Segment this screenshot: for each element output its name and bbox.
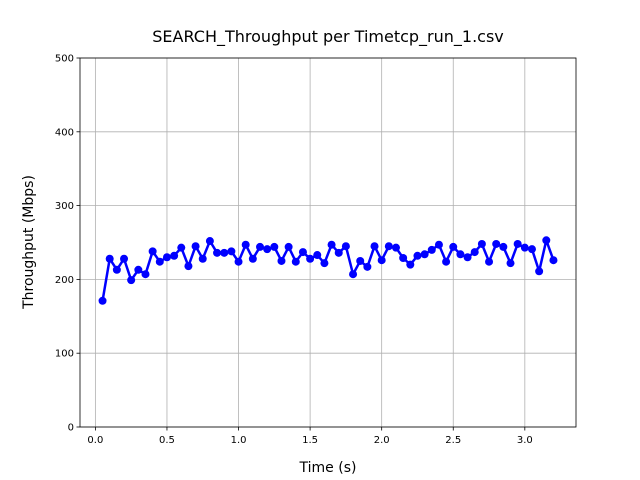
x-tick-label: 0.0 bbox=[87, 435, 103, 446]
data-point bbox=[427, 245, 436, 254]
data-point bbox=[449, 242, 458, 251]
data-point bbox=[485, 257, 494, 266]
data-point bbox=[377, 256, 386, 265]
data-point bbox=[127, 276, 136, 285]
data-line bbox=[101, 239, 555, 302]
data-point bbox=[492, 239, 501, 248]
data-point bbox=[256, 242, 265, 251]
data-point bbox=[248, 254, 257, 263]
data-point bbox=[270, 242, 279, 251]
data-point bbox=[513, 239, 522, 248]
y-tick-label: 100 bbox=[55, 349, 74, 360]
data-point bbox=[313, 251, 322, 260]
x-tick-label: 2.5 bbox=[445, 435, 461, 446]
data-point bbox=[148, 247, 157, 256]
x-tick-label: 3.0 bbox=[517, 435, 533, 446]
data-point bbox=[134, 265, 143, 274]
data-point bbox=[298, 248, 307, 257]
data-point bbox=[184, 262, 193, 271]
plot-frame bbox=[79, 57, 577, 428]
data-point bbox=[542, 236, 551, 245]
x-tick-label: 1.0 bbox=[231, 435, 247, 446]
data-point bbox=[120, 254, 129, 263]
data-point bbox=[413, 251, 422, 260]
data-point bbox=[456, 250, 465, 259]
y-tick-label: 400 bbox=[55, 127, 74, 138]
data-point bbox=[177, 243, 186, 252]
data-point bbox=[527, 245, 536, 254]
y-axis-label: Throughput (Mbps) bbox=[21, 175, 37, 310]
data-point bbox=[141, 270, 150, 279]
y-tick-label: 200 bbox=[55, 275, 74, 286]
data-point bbox=[391, 243, 400, 252]
data-point bbox=[170, 251, 179, 260]
data-point bbox=[341, 242, 350, 251]
data-point bbox=[277, 256, 286, 265]
data-point bbox=[112, 265, 121, 274]
y-tick-label: 300 bbox=[55, 201, 74, 212]
data-point bbox=[241, 240, 250, 249]
data-point bbox=[384, 242, 393, 251]
data-point bbox=[442, 257, 451, 266]
data-point bbox=[470, 248, 479, 257]
data-point bbox=[356, 256, 365, 265]
data-point bbox=[213, 248, 222, 257]
data-point bbox=[520, 243, 529, 252]
y-tick-label: 0 bbox=[68, 423, 74, 434]
x-axis-label: Time (s) bbox=[299, 460, 357, 476]
data-point bbox=[234, 257, 243, 266]
data-point bbox=[284, 242, 293, 251]
data-point bbox=[406, 260, 415, 269]
data-point bbox=[535, 267, 544, 276]
data-point bbox=[227, 247, 236, 256]
data-point bbox=[291, 257, 300, 266]
x-tick-label: 0.5 bbox=[159, 435, 175, 446]
data-point bbox=[191, 242, 200, 251]
data-point bbox=[434, 240, 443, 249]
data-point bbox=[549, 256, 558, 265]
data-point bbox=[105, 254, 114, 263]
data-point bbox=[162, 253, 171, 262]
data-point bbox=[327, 240, 336, 249]
data-point bbox=[370, 242, 379, 251]
y-tick-label: 500 bbox=[55, 54, 74, 65]
data-point bbox=[506, 259, 515, 268]
data-point bbox=[98, 296, 107, 305]
data-point bbox=[334, 248, 343, 257]
data-point bbox=[320, 259, 329, 268]
data-point bbox=[306, 254, 315, 263]
data-point bbox=[155, 257, 164, 266]
data-point bbox=[198, 254, 207, 263]
data-point bbox=[363, 262, 372, 271]
chart-title: SEARCH_Throughput per Timetcp_run_1.csv bbox=[152, 27, 504, 47]
x-tick-label: 2.0 bbox=[374, 435, 390, 446]
data-point bbox=[477, 239, 486, 248]
data-point bbox=[463, 253, 472, 262]
data-point bbox=[420, 250, 429, 259]
data-point bbox=[499, 242, 508, 251]
x-tick-label: 1.5 bbox=[302, 435, 318, 446]
data-point bbox=[399, 253, 408, 262]
data-point bbox=[220, 248, 229, 257]
data-point bbox=[205, 237, 214, 246]
data-point bbox=[349, 270, 358, 279]
data-point bbox=[263, 245, 272, 254]
